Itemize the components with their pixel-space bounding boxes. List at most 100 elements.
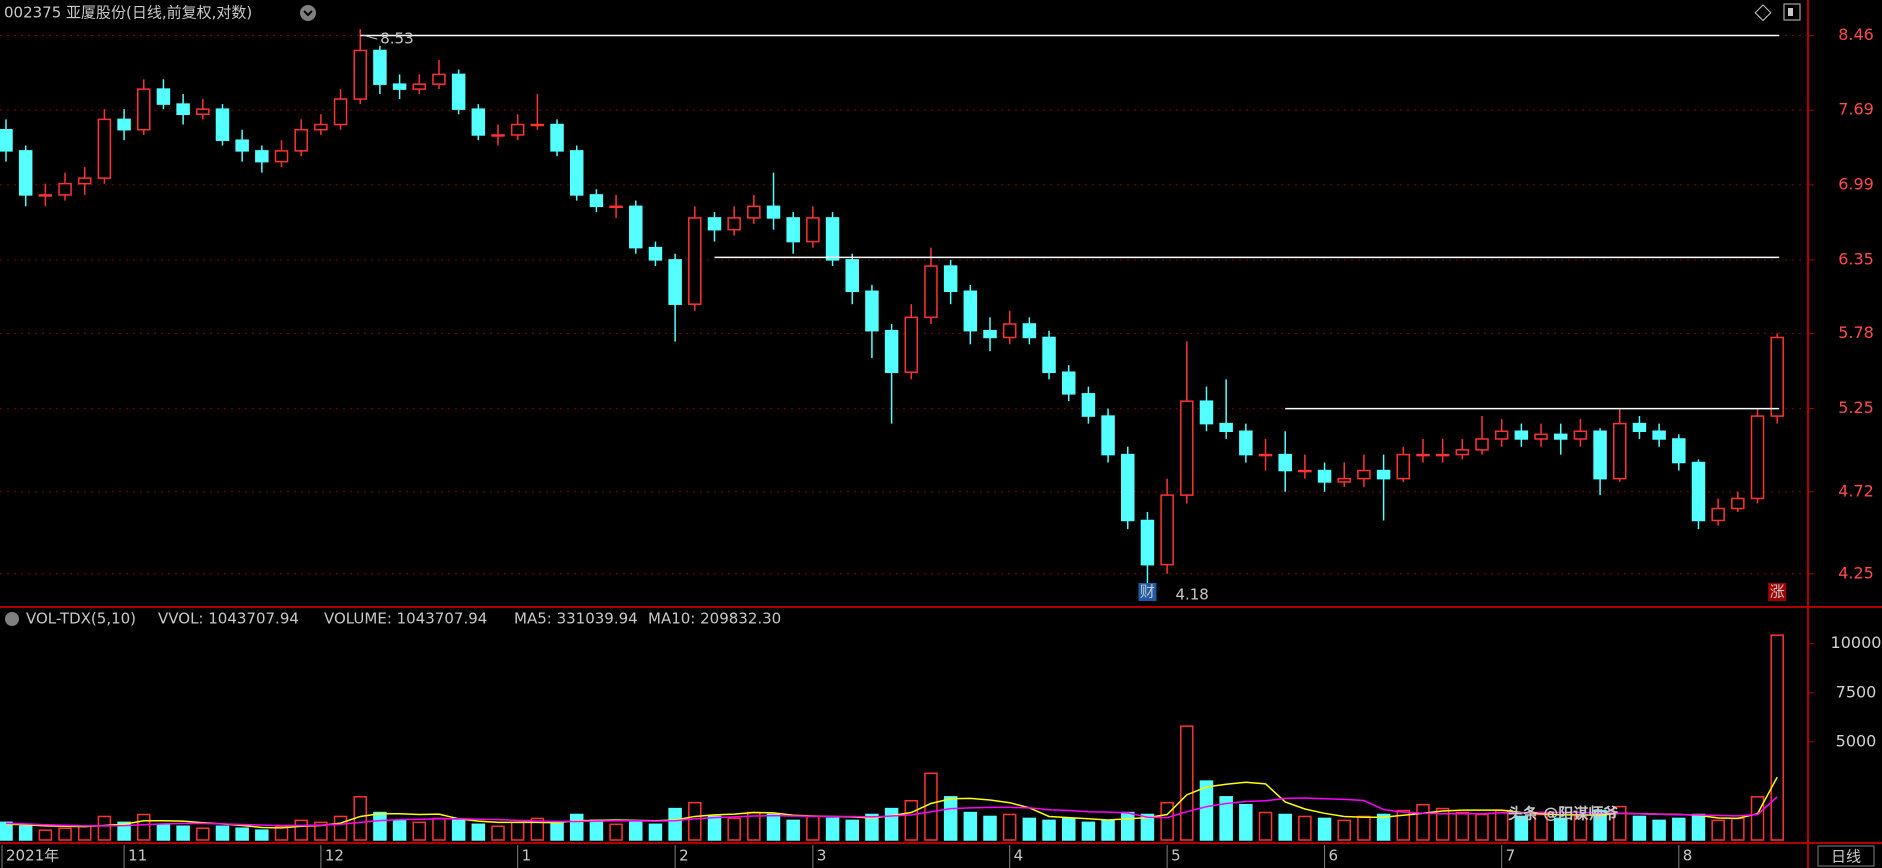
candle-body <box>215 108 230 141</box>
period-box[interactable] <box>1817 845 1875 867</box>
candle-body <box>1416 453 1430 457</box>
volume-bar <box>1672 817 1686 841</box>
candle-body <box>117 118 131 131</box>
volume-bar <box>1042 819 1056 841</box>
volume-bar <box>707 815 722 841</box>
volume-bar <box>1239 803 1253 841</box>
volume-bar <box>609 823 623 841</box>
candle-body <box>1731 497 1745 510</box>
volume-bar <box>1278 813 1292 841</box>
diamond-icon[interactable] <box>1754 4 1772 22</box>
candle-body <box>1711 507 1725 522</box>
y-tick-label: 4.25 <box>1838 563 1874 582</box>
volume-bar <box>1613 805 1627 841</box>
volume-bar <box>1219 796 1233 841</box>
y-tick-label: 5.25 <box>1838 398 1874 417</box>
volume-bar <box>1494 809 1509 841</box>
volume-bar <box>629 821 643 841</box>
x-tick-label: 4 <box>1014 847 1024 865</box>
x-tick-label: 2 <box>679 847 689 865</box>
candle-body <box>1140 519 1155 566</box>
volume-bar <box>688 801 702 841</box>
volume-bar <box>373 811 387 841</box>
volume-bar <box>137 813 151 841</box>
candle-body <box>1337 477 1351 483</box>
volume-bar <box>412 821 427 841</box>
candle-body <box>451 73 466 110</box>
legend-entry: VOL-TDX(5,10) <box>26 610 136 628</box>
volume-bar <box>1258 811 1273 841</box>
volume-bar <box>1553 817 1568 841</box>
volume-bar <box>1298 815 1312 841</box>
volume-bar <box>1061 817 1076 841</box>
volume-bar <box>825 817 840 841</box>
volume-bar <box>668 807 682 841</box>
x-tick-label: 11 <box>128 847 147 865</box>
candle-body <box>727 217 741 231</box>
volume-bar <box>77 825 92 841</box>
candle-body <box>1357 469 1371 480</box>
candle-body <box>668 259 682 305</box>
window-icon-fill <box>1788 8 1793 16</box>
candle-body <box>688 217 702 305</box>
volume-bar <box>1101 819 1115 841</box>
volume-bar <box>648 823 663 841</box>
y-tick-label: 10000 <box>1831 633 1882 652</box>
candle-body <box>77 177 92 185</box>
candle-body <box>569 150 584 196</box>
chart-title: 002375 亚厦股份(日线,前复权,对数) <box>4 4 252 22</box>
candle-body <box>373 49 387 85</box>
candle-body <box>609 205 623 209</box>
candle-body <box>963 290 978 332</box>
menu-icon[interactable] <box>5 612 19 626</box>
volume-bar <box>215 825 230 841</box>
high-label: 8.53 <box>380 30 413 48</box>
volume-bar <box>471 823 486 841</box>
volume-bar <box>1731 817 1745 841</box>
volume-bar <box>963 811 978 841</box>
volume-bar <box>569 813 584 841</box>
candle-body <box>156 88 171 105</box>
volume-bar <box>845 819 859 841</box>
candle-body <box>491 134 505 137</box>
candle-body <box>1376 469 1391 480</box>
volume-bar <box>1081 821 1096 841</box>
y-tick-label: 4.72 <box>1838 481 1874 500</box>
volume-bar <box>1652 819 1666 841</box>
volume-bar <box>924 772 938 841</box>
candle-body <box>1613 422 1627 480</box>
volume-bar <box>274 825 289 841</box>
candle-body <box>1396 453 1411 480</box>
volume-bar <box>983 815 997 841</box>
menu-icon[interactable] <box>300 5 316 21</box>
y-tick-label: 7.69 <box>1838 100 1874 119</box>
candle-body <box>1475 438 1489 451</box>
volume-bar <box>491 825 505 841</box>
volume-bar <box>530 817 545 841</box>
volume-bar <box>1691 813 1706 841</box>
volume-bar <box>1455 811 1470 841</box>
candle-body <box>884 329 899 373</box>
x-tick-label: 6 <box>1329 847 1339 865</box>
candle-body <box>1435 453 1450 457</box>
y-tick-label: 6.35 <box>1838 249 1874 268</box>
volume-bar <box>0 821 13 841</box>
legend-entry: MA5: 331039.94 <box>514 610 638 628</box>
candle-body <box>471 108 486 136</box>
high-pointer <box>363 34 378 40</box>
volume-bar <box>865 813 879 841</box>
candle-body <box>1514 430 1529 440</box>
candle-body <box>274 150 289 163</box>
window-icon[interactable] <box>1783 3 1801 21</box>
volume-bar <box>1199 780 1214 841</box>
candle-body <box>1573 430 1588 440</box>
y-tick-label: 5.78 <box>1838 323 1874 342</box>
candle-body <box>806 217 820 243</box>
volume-bar <box>176 825 190 841</box>
x-tick-label: 8 <box>1683 847 1693 865</box>
candle-body <box>629 205 643 249</box>
volume-bar <box>1357 815 1371 841</box>
volume-bar <box>884 807 899 841</box>
